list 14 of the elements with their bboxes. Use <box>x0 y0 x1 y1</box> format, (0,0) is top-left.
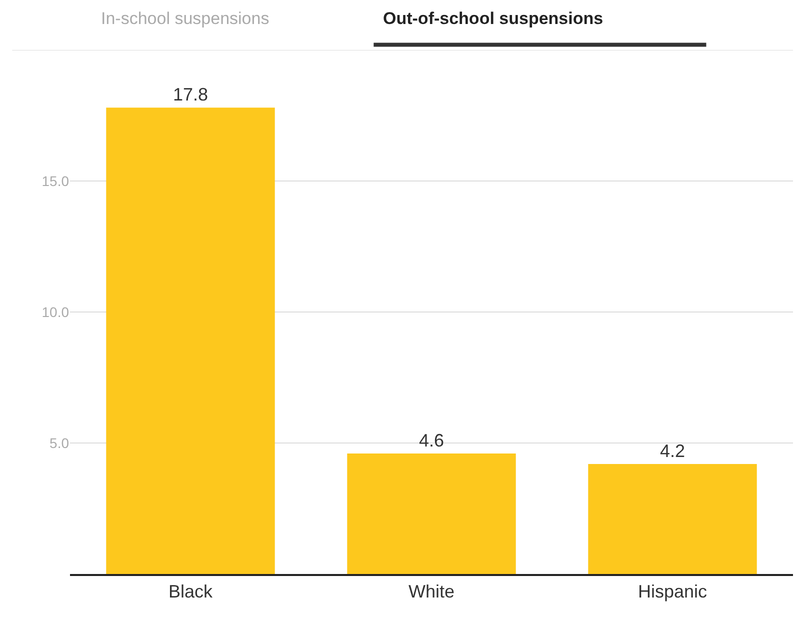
x-tick-label: Hispanic <box>638 581 708 602</box>
x-tick-label: White <box>408 581 455 602</box>
data-label: 4.2 <box>660 440 686 461</box>
text: In-school suspensions <box>101 9 270 28</box>
y-tick-label: 5.0 <box>50 434 70 451</box>
data-label: 17.8 <box>172 84 208 105</box>
bar <box>347 453 516 574</box>
y-tick-label: 10.0 <box>42 304 70 320</box>
bar <box>588 464 757 574</box>
data-label: 4.6 <box>418 430 444 450</box>
bar <box>106 108 275 574</box>
y-tick-label: 15.0 <box>42 172 70 189</box>
text: Out-of-school suspensions <box>383 9 604 28</box>
x-tick-label: Black <box>168 581 214 602</box>
